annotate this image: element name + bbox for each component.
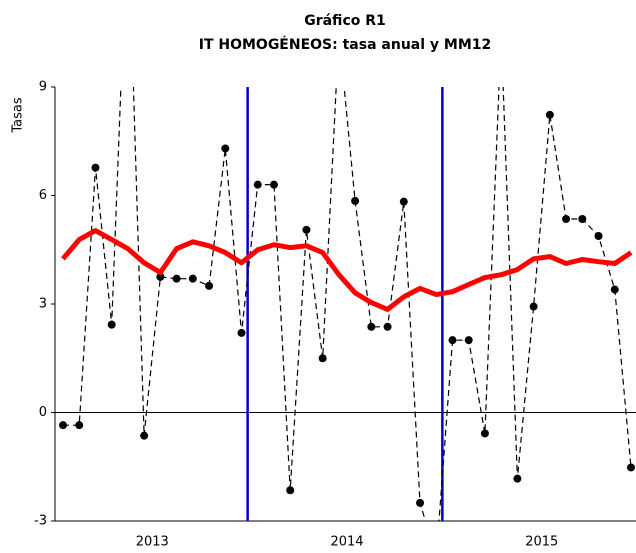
data-point — [75, 421, 84, 430]
y-tick-label: 3 — [39, 297, 47, 312]
data-point — [335, 29, 343, 37]
y-tick-label: -3 — [34, 514, 47, 529]
data-point — [480, 429, 489, 438]
series-line — [63, 87, 632, 521]
data-point — [269, 180, 278, 189]
data-point — [205, 281, 214, 290]
data-point — [464, 336, 473, 345]
data-point — [448, 336, 457, 345]
data-point — [286, 486, 295, 495]
data-point — [367, 322, 376, 331]
data-point — [513, 474, 522, 483]
data-point — [627, 463, 635, 472]
series-line — [61, 228, 633, 312]
chart-subtitle: IT HOMOGÉNEOS: tasa anual y MM12 — [199, 36, 492, 53]
data-point — [156, 272, 165, 281]
data-point — [578, 215, 587, 224]
x-group-label: 2013 — [136, 535, 169, 550]
data-point — [562, 215, 571, 224]
data-point — [416, 498, 425, 507]
x-group-label: 2015 — [525, 535, 558, 550]
y-tick-label: 9 — [39, 80, 47, 95]
data-point — [59, 421, 67, 430]
data-point — [318, 354, 327, 363]
data-point — [383, 322, 392, 331]
data-point — [610, 285, 619, 294]
data-point — [497, 29, 505, 37]
data-point — [188, 274, 197, 283]
data-point — [545, 110, 554, 119]
data-point — [594, 232, 603, 241]
y-tick-label: 6 — [39, 188, 47, 203]
x-group-label: 2014 — [330, 535, 363, 550]
chart-title: Gráfico R1 — [304, 13, 386, 29]
y-tick-label: 0 — [39, 405, 47, 420]
data-point — [140, 431, 149, 440]
y-axis-label: Tasas — [11, 97, 26, 133]
data-point — [529, 302, 538, 311]
data-point — [91, 163, 100, 172]
data-point — [399, 197, 408, 206]
data-point — [351, 196, 360, 205]
data-point — [302, 225, 311, 234]
data-point — [237, 328, 246, 337]
data-point — [221, 144, 230, 153]
data-point — [172, 274, 181, 283]
data-point — [253, 180, 262, 189]
plot-area — [59, 29, 635, 521]
data-point — [107, 320, 116, 329]
